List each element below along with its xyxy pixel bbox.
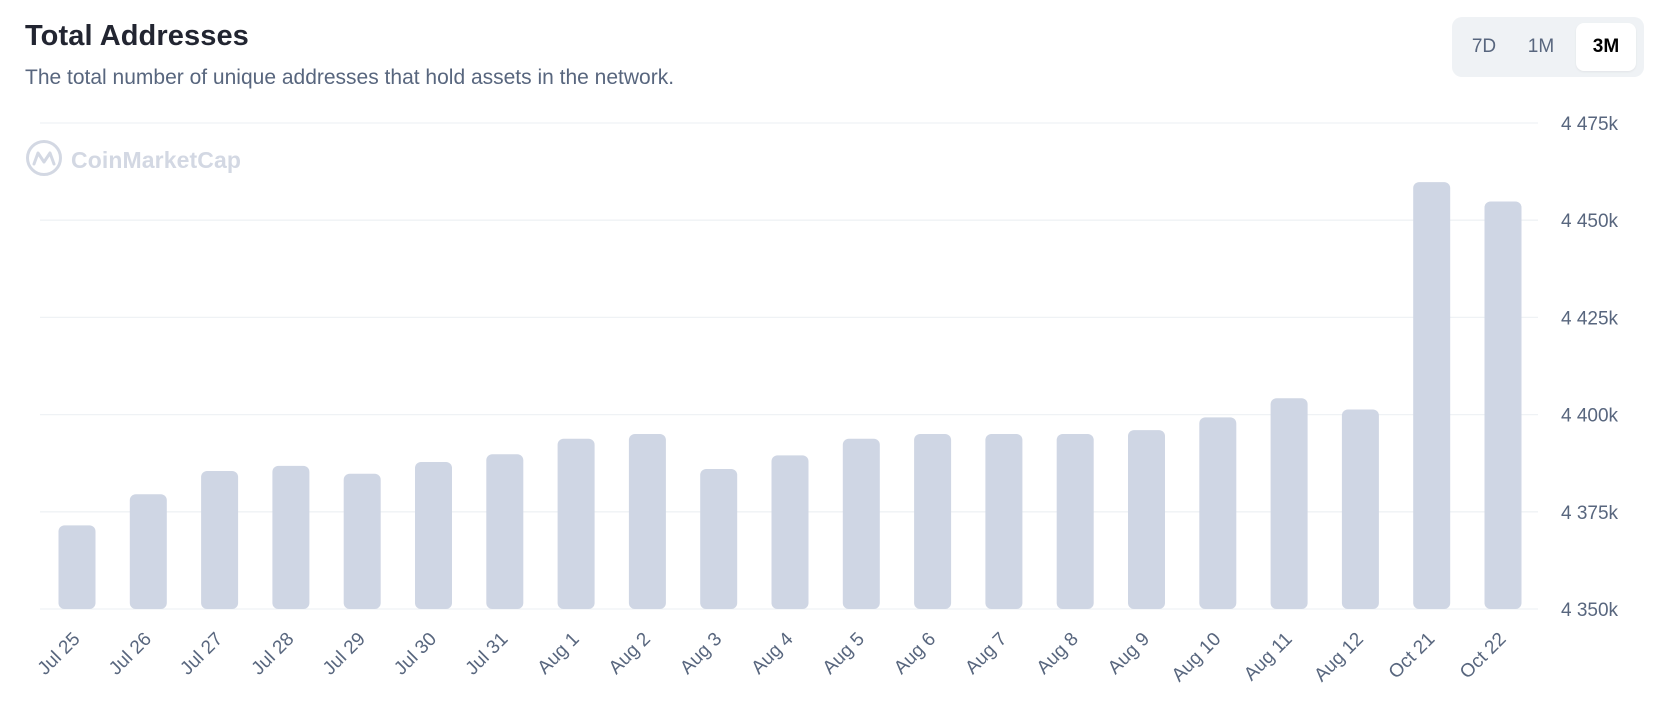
x-tick-label: Aug 8 <box>1033 629 1083 679</box>
x-tick-label: Jul 29 <box>319 629 370 680</box>
x-tick-label: Aug 3 <box>676 629 726 679</box>
range-7d-button[interactable]: 7D <box>1471 36 1497 57</box>
bar[interactable] <box>557 438 595 609</box>
x-tick-label: Aug 1 <box>534 629 584 679</box>
y-tick-label: 4 350k <box>1561 600 1619 621</box>
range-3m-button[interactable]: 3M <box>1576 23 1636 71</box>
bar[interactable] <box>1199 417 1237 609</box>
bar[interactable] <box>1341 409 1379 609</box>
bar[interactable] <box>415 462 452 609</box>
x-tick-label: Aug 9 <box>1104 629 1154 679</box>
x-tick-label: Jul 25 <box>34 629 85 680</box>
bar[interactable] <box>1128 430 1165 609</box>
y-axis-ticks: 4 350k 4 375k 4 400k 4 425k 4 450k 4 475k <box>1561 114 1619 621</box>
x-tick-label: Aug 7 <box>961 629 1011 679</box>
bar[interactable] <box>842 438 880 609</box>
bar[interactable] <box>343 473 381 609</box>
x-tick-label: Aug 4 <box>748 628 798 678</box>
bar[interactable] <box>985 434 1023 609</box>
x-tick-label: Aug 10 <box>1168 629 1225 686</box>
bar[interactable] <box>1484 201 1522 609</box>
x-tick-label: Aug 12 <box>1310 629 1367 686</box>
chart-title: Total Addresses <box>25 20 249 52</box>
y-tick-label: 4 400k <box>1561 406 1619 427</box>
x-tick-label: Jul 26 <box>105 629 156 680</box>
bar[interactable] <box>272 465 310 609</box>
bar[interactable] <box>1413 182 1451 609</box>
y-tick-label: 4 425k <box>1561 308 1619 329</box>
y-tick-label: 4 450k <box>1561 211 1619 232</box>
y-tick-label: 4 475k <box>1561 114 1619 135</box>
range-1m-button[interactable]: 1M <box>1527 36 1555 57</box>
bars <box>58 182 1522 609</box>
bar[interactable] <box>914 434 952 609</box>
watermark-text: CoinMarketCap <box>71 146 241 173</box>
bar[interactable] <box>486 454 524 609</box>
bar[interactable] <box>628 434 666 609</box>
x-tick-label: Jul 31 <box>462 629 513 680</box>
x-axis-ticks: Jul 25 Jul 26 Jul 27 Jul 28 Jul 29 Jul 30 Jul … <box>34 628 1511 686</box>
chart-subtitle: The total number of unique addresses tha… <box>25 66 675 89</box>
watermark: CoinMarketCap <box>25 139 241 182</box>
coinmarketcap-logo-icon <box>25 139 63 182</box>
x-tick-label: Aug 2 <box>605 629 655 679</box>
x-tick-label: Aug 6 <box>890 629 940 679</box>
x-tick-label: Oct 21 <box>1385 629 1439 683</box>
time-range-selector: 7D 1M 3M <box>1452 17 1644 77</box>
bar[interactable] <box>700 469 738 609</box>
x-tick-label: Jul 28 <box>248 629 299 680</box>
bar[interactable] <box>1056 434 1094 609</box>
x-tick-label: Jul 27 <box>176 629 227 680</box>
y-tick-label: 4 375k <box>1561 503 1619 524</box>
bar[interactable] <box>58 525 96 609</box>
x-tick-label: Aug 5 <box>819 629 869 679</box>
bar[interactable] <box>1270 398 1308 609</box>
x-tick-label: Jul 30 <box>390 629 441 680</box>
bar[interactable] <box>129 494 167 609</box>
bar[interactable] <box>771 455 809 609</box>
x-tick-label: Aug 11 <box>1240 629 1296 685</box>
x-tick-label: Oct 22 <box>1456 629 1510 683</box>
bar[interactable] <box>201 470 239 609</box>
